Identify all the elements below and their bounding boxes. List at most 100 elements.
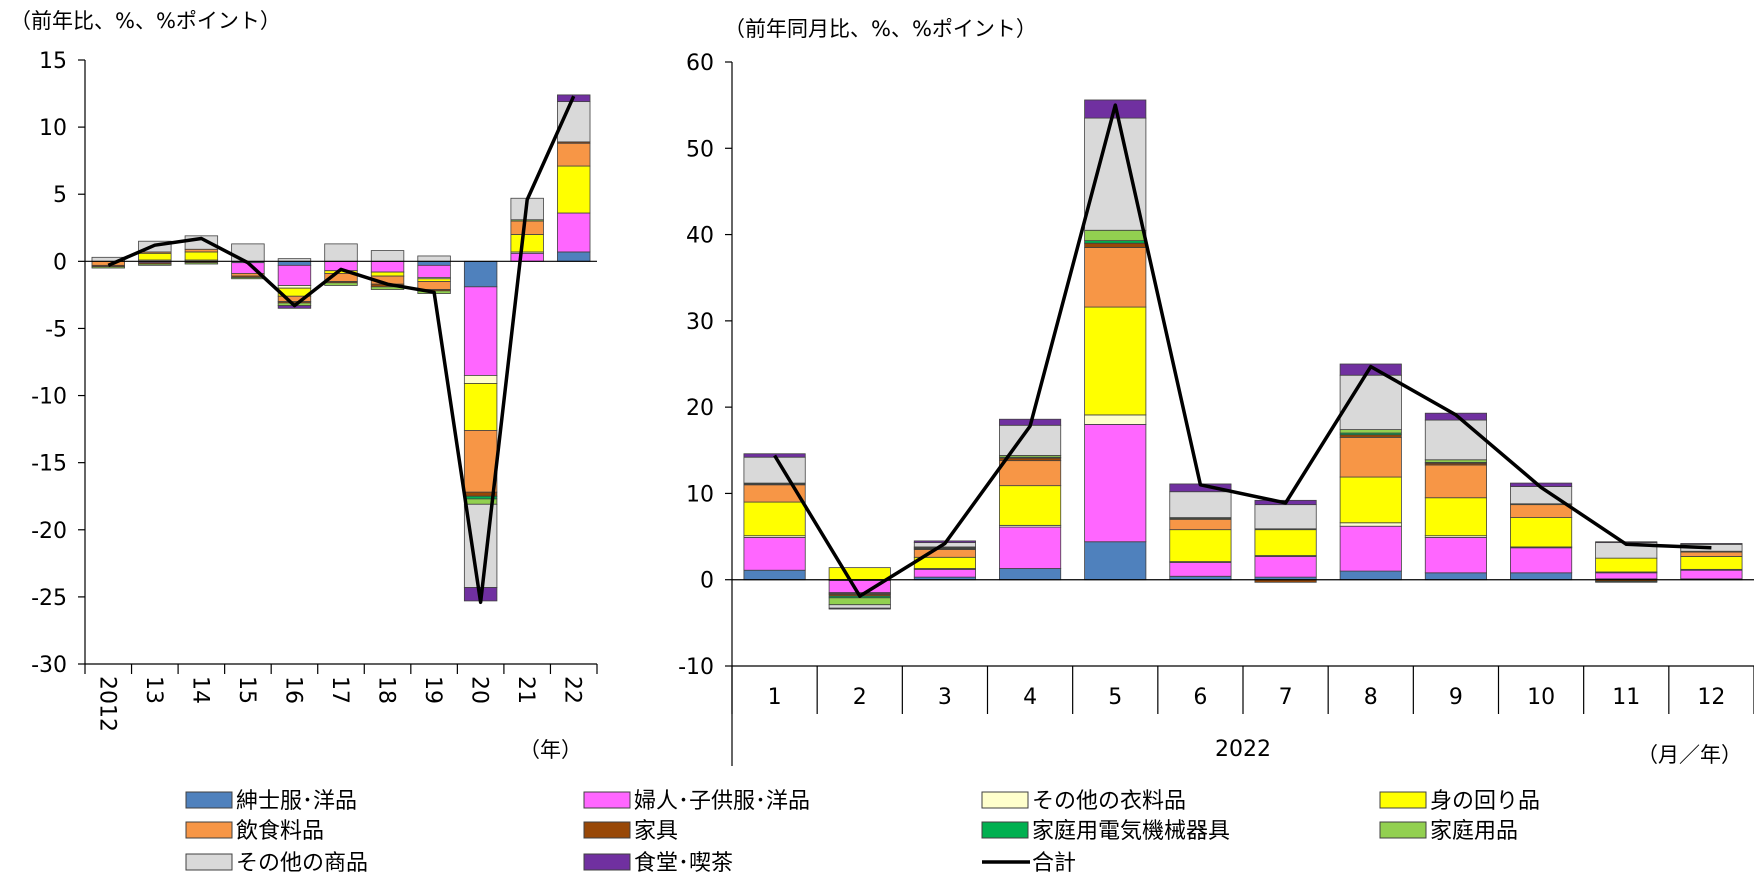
- y-tick-label: -15: [31, 452, 67, 477]
- bar-segment-accessories: [999, 485, 1062, 526]
- total-line: [773, 103, 1712, 598]
- bar-segment-dining: [828, 607, 891, 610]
- legend-label-household: 家庭用品: [1430, 819, 1518, 844]
- bar-segment-food: [1339, 436, 1402, 478]
- bar-segment-womens: [1510, 547, 1573, 574]
- bar-segment-food: [1424, 464, 1487, 499]
- bar-segment-accessories: [1510, 517, 1573, 548]
- bar-segment-womens: [1424, 537, 1487, 574]
- bar-segment-household: [91, 266, 125, 269]
- legend-swatch-furniture: [583, 821, 631, 839]
- legend-swatch-accessories: [1379, 791, 1427, 809]
- y-tick-label: 30: [686, 310, 714, 335]
- bar-segment-food: [417, 281, 451, 290]
- bar-segment-womens: [1084, 423, 1147, 543]
- bar-segment-furniture: [1084, 242, 1147, 248]
- bar-segment-other_goods: [743, 456, 806, 484]
- x-tick-label: 5: [1108, 685, 1122, 710]
- annual-sales-chart: （前年比、%、%ポイント） 15 10 5 0 -5 -10 -15 -20 -25 -30 2012…: [10, 9, 598, 762]
- bar-segment-accessories: [463, 383, 498, 431]
- legend-swatch-food: [185, 821, 233, 839]
- x-tick-label: 17: [327, 676, 352, 704]
- bar-segment-other_goods: [370, 250, 405, 262]
- bar-segment-other_goods: [324, 243, 358, 262]
- y-unit-label: （前年同月比、%、%ポイント）: [724, 17, 1037, 41]
- legend-label-other_goods: その他の商品: [236, 851, 368, 876]
- bar-segment-mens: [1510, 572, 1573, 581]
- bar-segment-mens: [1339, 570, 1402, 581]
- x-tick-label: 18: [374, 676, 399, 704]
- bar-segment-food: [1680, 551, 1743, 557]
- y-tick-label: 0: [53, 250, 67, 275]
- y-tick-label: -20: [31, 519, 67, 544]
- x-unit-label: （年）: [519, 738, 582, 762]
- legend-label-appliances: 家庭用電気機械器具: [1032, 819, 1230, 844]
- bar-segment-womens: [510, 252, 544, 262]
- y-tick-label: 15: [39, 49, 67, 74]
- bar-segment-appliances: [1595, 581, 1658, 583]
- bar-segment-food: [1169, 518, 1232, 531]
- bar-segment-other_goods: [1424, 419, 1487, 461]
- legend-swatch-appliances: [981, 821, 1029, 839]
- x-tick-label: 3: [938, 685, 952, 710]
- bar-segment-mens: [557, 251, 591, 262]
- bar-segment-accessories: [1339, 476, 1402, 524]
- bar-segment-accessories: [370, 271, 405, 277]
- bar-segment-food: [510, 220, 544, 235]
- bar-segment-other_goods: [828, 604, 891, 609]
- y-tick-label: 50: [686, 137, 714, 162]
- bar-segment-womens: [277, 264, 312, 286]
- legend-label-mens: 紳士服･洋品: [236, 789, 357, 814]
- bar-segment-household: [1339, 429, 1402, 434]
- y-tick-label: 0: [700, 569, 714, 594]
- bar-segment-household: [231, 277, 265, 280]
- y-tick-label: -10: [31, 385, 67, 410]
- legend-label-furniture: 家具: [634, 819, 678, 844]
- x-tick-label: 4: [1023, 685, 1037, 710]
- bar-segment-accessories: [913, 556, 976, 569]
- bar-segment-other_clothing: [1339, 522, 1402, 527]
- bar-segment-accessories: [1424, 497, 1487, 537]
- bar-segment-womens: [370, 260, 405, 273]
- legend-swatch-dining: [583, 853, 631, 871]
- y-tick-label: -10: [678, 655, 714, 680]
- x-tick-label: 19: [420, 676, 445, 704]
- bar-segment-food: [557, 142, 591, 167]
- bar-segment-accessories: [1084, 306, 1147, 416]
- legend-swatch-other_goods: [185, 853, 233, 871]
- x-tick-label: 2: [853, 685, 867, 710]
- bar-segment-accessories: [557, 165, 591, 214]
- bar-segment-accessories: [1680, 556, 1743, 570]
- bar-segment-womens: [913, 568, 976, 578]
- x-tick-label: 20: [467, 676, 492, 704]
- y-tick-label: 20: [686, 396, 714, 421]
- bar-segment-womens: [417, 264, 451, 278]
- bar-segment-mens: [277, 260, 312, 266]
- bar-segment-food: [463, 430, 498, 493]
- x-tick-label: 11: [1612, 685, 1640, 710]
- y-tick-label: -30: [31, 653, 67, 678]
- bar-segment-accessories: [184, 251, 219, 261]
- bar-segment-accessories: [1595, 557, 1658, 573]
- bar-segment-other_goods: [1084, 117, 1147, 231]
- legend-swatch-other_clothing: [981, 791, 1029, 809]
- y-tick-label: 10: [686, 482, 714, 507]
- bar-segment-other_goods: [417, 255, 451, 262]
- x-tick-label: 10: [1527, 685, 1555, 710]
- legend-swatch-mens: [185, 791, 233, 809]
- bar-segment-household: [184, 262, 219, 265]
- x-tick-label: 8: [1364, 685, 1378, 710]
- legend-label-accessories: 身の回り品: [1430, 789, 1540, 814]
- bar-segment-accessories: [417, 278, 451, 282]
- legend-swatch-womens: [583, 791, 631, 809]
- bar-segment-other_goods: [999, 424, 1062, 456]
- x-tick-label: 16: [280, 676, 305, 704]
- y-unit-label: （前年比、%、%ポイント）: [10, 9, 281, 33]
- bar-segment-mens: [1424, 572, 1487, 581]
- bar-segment-mens: [743, 569, 806, 581]
- x-tick-label: 6: [1193, 685, 1207, 710]
- bar-segment-accessories: [138, 252, 172, 261]
